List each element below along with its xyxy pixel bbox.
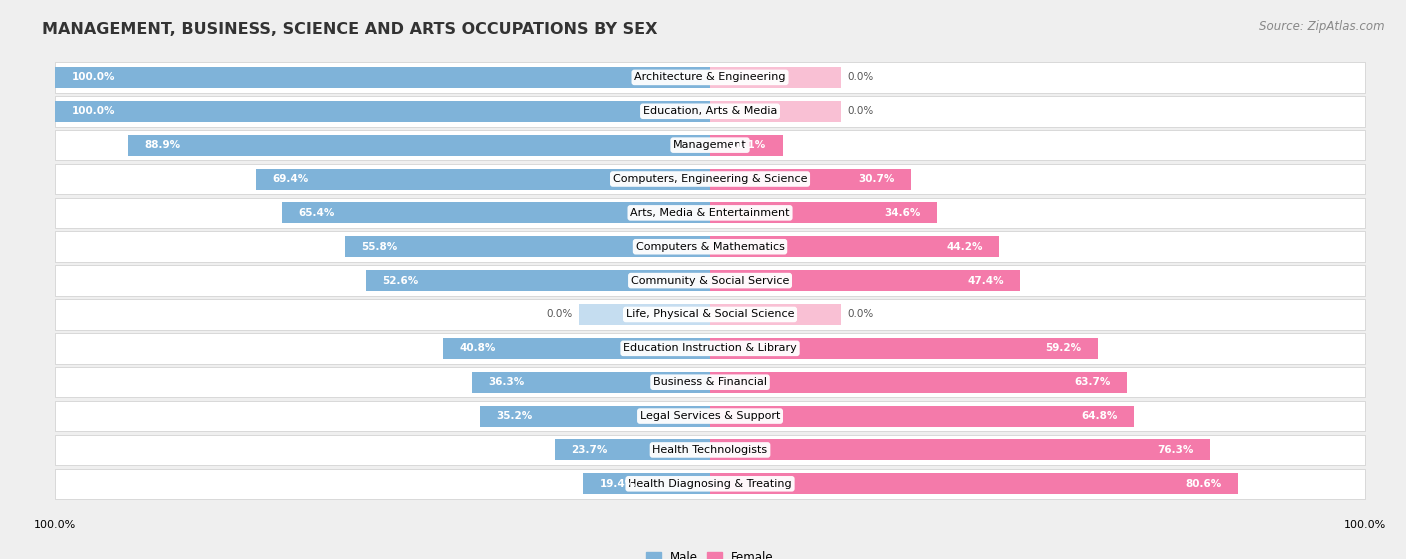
Bar xyxy=(579,304,710,325)
Bar xyxy=(710,101,841,122)
Text: 44.2%: 44.2% xyxy=(946,241,983,252)
Bar xyxy=(55,130,1365,160)
Bar xyxy=(583,473,710,494)
Text: 19.4%: 19.4% xyxy=(599,479,636,489)
Text: 65.4%: 65.4% xyxy=(298,208,335,218)
Text: 64.8%: 64.8% xyxy=(1081,411,1118,421)
Text: 35.2%: 35.2% xyxy=(496,411,533,421)
Text: 76.3%: 76.3% xyxy=(1157,445,1194,455)
Bar xyxy=(710,304,841,325)
Bar xyxy=(55,96,1365,126)
Text: 0.0%: 0.0% xyxy=(547,310,572,319)
Text: 34.6%: 34.6% xyxy=(884,208,920,218)
Bar xyxy=(55,468,1365,499)
Bar xyxy=(128,135,710,155)
Bar xyxy=(55,435,1365,465)
Text: 80.6%: 80.6% xyxy=(1185,479,1222,489)
Text: 63.7%: 63.7% xyxy=(1074,377,1111,387)
Bar xyxy=(710,202,936,224)
Text: Education Instruction & Library: Education Instruction & Library xyxy=(623,343,797,353)
Bar xyxy=(281,202,710,224)
Text: Community & Social Service: Community & Social Service xyxy=(631,276,789,286)
Text: Arts, Media & Entertainment: Arts, Media & Entertainment xyxy=(630,208,790,218)
Text: Computers & Mathematics: Computers & Mathematics xyxy=(636,241,785,252)
Bar xyxy=(555,439,710,461)
Bar xyxy=(55,299,1365,330)
Text: Health Diagnosing & Treating: Health Diagnosing & Treating xyxy=(628,479,792,489)
Text: MANAGEMENT, BUSINESS, SCIENCE AND ARTS OCCUPATIONS BY SEX: MANAGEMENT, BUSINESS, SCIENCE AND ARTS O… xyxy=(42,22,658,37)
Text: 11.1%: 11.1% xyxy=(730,140,766,150)
Text: 0.0%: 0.0% xyxy=(848,310,873,319)
Bar xyxy=(55,333,1365,363)
Bar xyxy=(710,270,1021,291)
Bar xyxy=(55,266,1365,296)
Text: 23.7%: 23.7% xyxy=(571,445,607,455)
Bar xyxy=(472,372,710,393)
Text: 0.0%: 0.0% xyxy=(848,106,873,116)
Bar xyxy=(55,101,710,122)
Bar xyxy=(366,270,710,291)
Text: Computers, Engineering & Science: Computers, Engineering & Science xyxy=(613,174,807,184)
Text: Health Technologists: Health Technologists xyxy=(652,445,768,455)
Text: 88.9%: 88.9% xyxy=(145,140,180,150)
Text: Architecture & Engineering: Architecture & Engineering xyxy=(634,73,786,82)
Text: Legal Services & Support: Legal Services & Support xyxy=(640,411,780,421)
Text: 47.4%: 47.4% xyxy=(967,276,1004,286)
Bar xyxy=(710,135,783,155)
Bar xyxy=(344,236,710,257)
Text: Source: ZipAtlas.com: Source: ZipAtlas.com xyxy=(1260,20,1385,32)
Bar xyxy=(710,406,1135,427)
Text: 55.8%: 55.8% xyxy=(361,241,398,252)
Text: 0.0%: 0.0% xyxy=(848,73,873,82)
Text: 52.6%: 52.6% xyxy=(382,276,418,286)
Text: Management: Management xyxy=(673,140,747,150)
Bar xyxy=(55,401,1365,432)
Bar xyxy=(55,62,1365,93)
Bar xyxy=(710,236,1000,257)
Text: 69.4%: 69.4% xyxy=(271,174,308,184)
Text: 100.0%: 100.0% xyxy=(72,73,115,82)
Bar xyxy=(55,198,1365,228)
Text: Education, Arts & Media: Education, Arts & Media xyxy=(643,106,778,116)
Bar xyxy=(55,67,710,88)
Bar xyxy=(479,406,710,427)
Legend: Male, Female: Male, Female xyxy=(641,546,779,559)
Bar xyxy=(710,473,1237,494)
Text: 59.2%: 59.2% xyxy=(1045,343,1081,353)
Text: 100.0%: 100.0% xyxy=(72,106,115,116)
Bar xyxy=(443,338,710,359)
Bar xyxy=(710,67,841,88)
Bar xyxy=(256,168,710,190)
Text: Life, Physical & Social Science: Life, Physical & Social Science xyxy=(626,310,794,319)
Bar xyxy=(710,338,1098,359)
Text: 40.8%: 40.8% xyxy=(460,343,496,353)
Bar xyxy=(55,164,1365,194)
Text: 36.3%: 36.3% xyxy=(489,377,524,387)
Text: 30.7%: 30.7% xyxy=(858,174,894,184)
Bar xyxy=(710,168,911,190)
Bar xyxy=(710,439,1209,461)
Text: Business & Financial: Business & Financial xyxy=(652,377,768,387)
Bar xyxy=(710,372,1128,393)
Bar xyxy=(55,367,1365,397)
Bar xyxy=(55,231,1365,262)
